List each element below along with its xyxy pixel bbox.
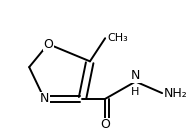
Text: O: O [43,38,53,51]
Text: NH₂: NH₂ [164,87,188,100]
Text: H: H [131,87,140,97]
Text: N: N [40,92,49,105]
Text: N: N [131,69,140,82]
Text: CH₃: CH₃ [107,33,128,43]
Text: O: O [100,118,110,131]
